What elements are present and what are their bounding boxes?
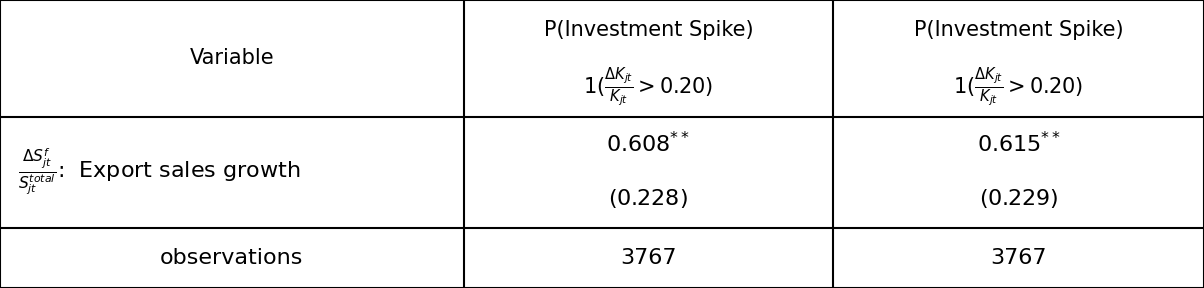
Text: $1(\frac{\Delta K_{jt}}{K_{jt}} > 0.20)$: $1(\frac{\Delta K_{jt}}{K_{jt}} > 0.20)$ [954,65,1084,109]
Text: $\frac{\Delta S^{f}_{jt}}{S^{total}_{jt}}$:  Export sales growth: $\frac{\Delta S^{f}_{jt}}{S^{total}_{jt}… [18,147,301,198]
Text: observations: observations [160,248,303,268]
Text: P(Investment Spike): P(Investment Spike) [543,20,754,39]
Text: $0.615^{**}$: $0.615^{**}$ [976,131,1061,156]
Text: 3767: 3767 [991,248,1046,268]
Text: Variable: Variable [189,48,275,68]
Text: P(Investment Spike): P(Investment Spike) [914,20,1123,39]
Text: $(0.229)$: $(0.229)$ [979,187,1058,209]
Text: $0.608^{**}$: $0.608^{**}$ [607,131,690,156]
Text: $1(\frac{\Delta K_{jt}}{K_{jt}} > 0.20)$: $1(\frac{\Delta K_{jt}}{K_{jt}} > 0.20)$ [583,65,714,109]
Text: 3767: 3767 [620,248,677,268]
Text: $(0.228)$: $(0.228)$ [608,187,689,209]
